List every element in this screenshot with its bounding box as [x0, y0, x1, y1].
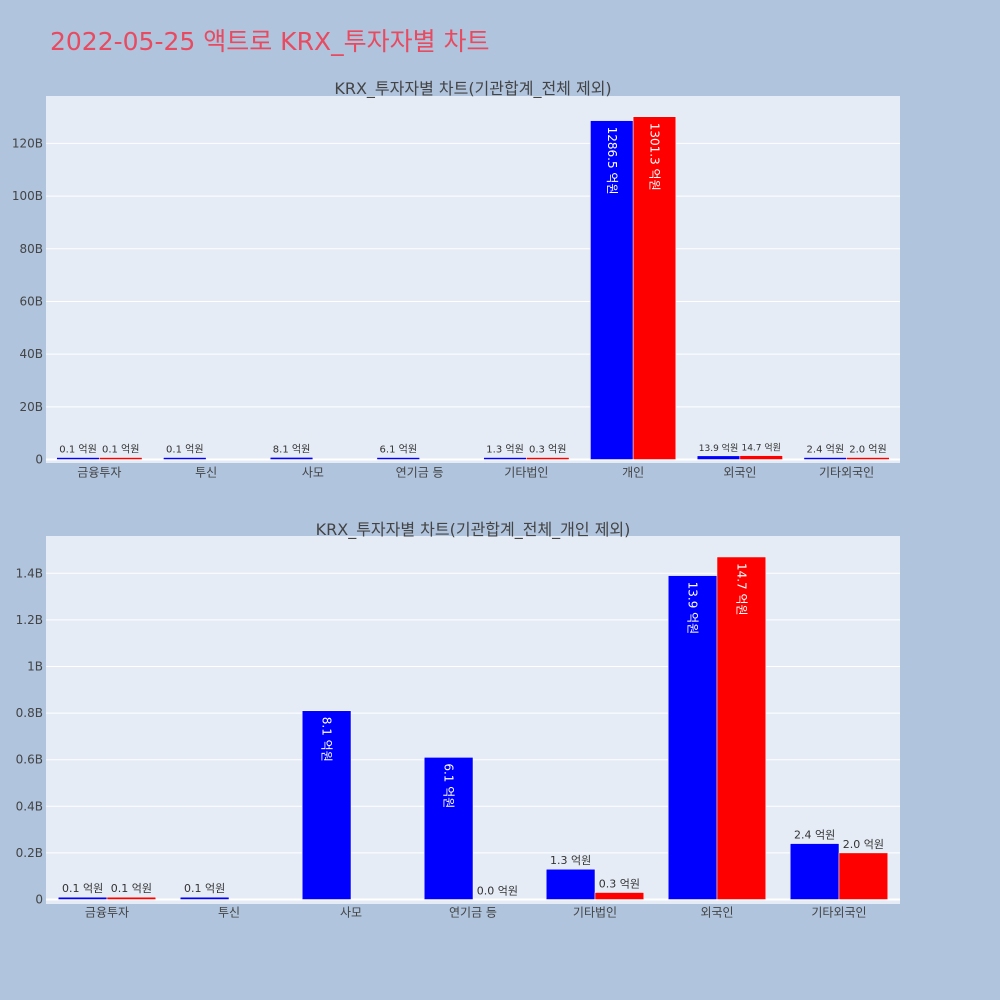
y-tick-label: 1.2B: [16, 613, 43, 627]
y-tick-label: 100B: [12, 189, 43, 203]
y-tick-label: 1.4B: [16, 566, 43, 580]
bar-series-1: [301, 710, 352, 900]
bar-value-label: 0.3 억원: [599, 878, 640, 891]
bar-value-label: 1.3 억원: [550, 854, 591, 867]
chart-subtitle: KRX_투자자별 차트(기관합계_전체 제외): [334, 79, 611, 99]
bar-value-label: 8.1 억원: [273, 443, 310, 455]
chart-panel-1: 0 20B 40B 60B 80B 100B 120B KRX_투자자별 차트(기관합계_전체…: [12, 79, 900, 480]
bar-series-1: [57, 896, 108, 900]
y-tick-label: 80B: [19, 242, 43, 256]
x-tick-label: 금융투자: [85, 906, 129, 920]
bar-value-label: 6.1 억원: [380, 444, 417, 456]
bar-value-label: 14.7 억원: [734, 563, 748, 616]
y-tick-label: 0.6B: [16, 753, 43, 767]
x-tick-label: 기타법인: [504, 466, 548, 480]
main-title: 2022-05-25 액트로 KRX_투자자별 차트: [50, 27, 490, 56]
bar-value-label: 13.9 억원: [699, 442, 738, 454]
x-tick-label: 사모: [340, 906, 362, 920]
bar-value-label: 0.0 억원: [477, 885, 518, 898]
x-tick-label: 외국인: [700, 906, 733, 920]
x-tick-label: 사모: [302, 466, 324, 480]
bar-value-label: 0.1 억원: [111, 882, 152, 895]
bar-series-1: [56, 457, 100, 460]
bar-value-label: 6.1 억원: [442, 763, 456, 808]
bar-series-2: [526, 457, 570, 460]
bar-value-label: 13.9 억원: [686, 582, 700, 635]
bar-series-2: [99, 457, 143, 460]
bar-series-2: [838, 852, 889, 900]
bar-value-label: 0.1 억원: [62, 882, 103, 895]
bar-value-label: 2.0 억원: [843, 838, 884, 851]
bar-value-label: 2.4 억원: [807, 444, 844, 456]
bar-value-label: 1301.3 억원: [647, 123, 661, 191]
y-tick-label: 0.8B: [16, 706, 43, 720]
bar-series-1: [789, 843, 840, 900]
x-tick-label: 외국인: [723, 466, 756, 480]
x-tick-label: 금융투자: [77, 466, 121, 480]
bar-value-label: 1.3 억원: [486, 444, 523, 456]
x-tick-label: 연기금 등: [396, 466, 444, 480]
bar-value-label: 0.1 억원: [102, 444, 139, 456]
y-tick-label: 120B: [12, 136, 43, 150]
x-tick-label: 투신: [218, 906, 240, 920]
bar-series-1: [179, 896, 230, 900]
bar-series-2: [632, 116, 677, 460]
bar-series-2: [594, 892, 645, 900]
bar-value-label: 1286.5 억원: [605, 127, 619, 195]
bar-series-2: [739, 455, 783, 460]
bar-value-label: 2.0 억원: [849, 444, 886, 456]
bar-series-1: [163, 457, 207, 460]
x-tick-label: 기타외국인: [819, 466, 874, 480]
x-tick-label: 투신: [195, 466, 217, 480]
y-tick-label: 1B: [27, 659, 43, 673]
y-tick-label: 0: [35, 893, 43, 907]
bar-value-label: 0.1 억원: [166, 444, 203, 456]
y-tick-label: 40B: [19, 347, 43, 361]
bar-value-label: 0.3 억원: [529, 444, 566, 456]
x-tick-label: 연기금 등: [449, 906, 497, 920]
y-tick-label: 20B: [19, 400, 43, 414]
x-tick-label: 개인: [622, 466, 644, 480]
bar-value-label: 0.1 억원: [184, 882, 225, 895]
bar-value-label: 2.4 억원: [794, 829, 835, 842]
bar-series-1: [803, 457, 847, 460]
x-tick-label: 기타법인: [573, 906, 617, 920]
y-tick-label: 0.2B: [16, 846, 43, 860]
bar-series-1: [696, 455, 741, 460]
bar-value-label: 8.1 억원: [320, 717, 334, 762]
bar-series-1: [590, 120, 634, 460]
chart-subtitle: KRX_투자자별 차트(기관합계_전체_개인 제외): [316, 520, 631, 540]
bar-series-1: [667, 575, 718, 900]
bar-value-label: 14.7 억원: [741, 442, 780, 454]
x-tick-label: 기타외국인: [811, 906, 866, 920]
bar-series-1: [376, 457, 420, 460]
bar-series-1: [269, 457, 314, 460]
bar-series-2: [846, 457, 890, 460]
bar-series-1: [483, 457, 527, 460]
y-tick-label: 60B: [19, 294, 43, 308]
bar-series-1: [423, 757, 474, 900]
plot-area: [46, 96, 900, 463]
bar-series-2: [106, 896, 157, 900]
y-tick-label: 0: [35, 453, 43, 467]
chart-panel-2: 0 0.2B 0.4B 0.6B 0.8B 1B 1.2B 1.4B KRX_투자자별 차트(기…: [16, 520, 900, 920]
bar-series-1: [545, 868, 596, 900]
y-tick-label: 0.4B: [16, 799, 43, 813]
bar-value-label: 0.1 억원: [59, 444, 96, 456]
bar-series-2: [716, 556, 767, 900]
